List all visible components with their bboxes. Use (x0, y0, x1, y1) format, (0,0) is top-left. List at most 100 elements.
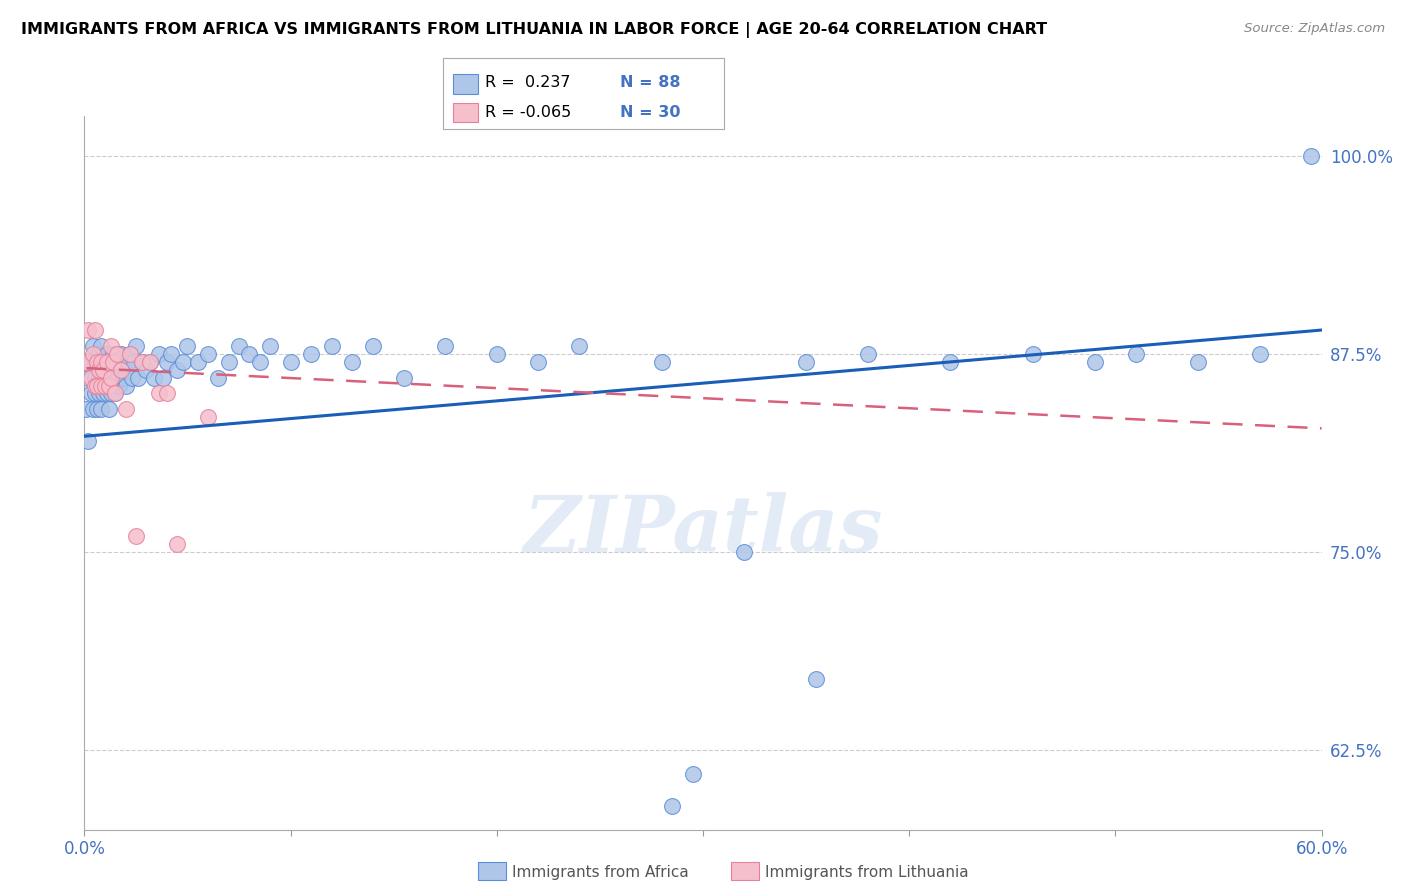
Point (90, 402, 112, 417)
Point (98, 370, 121, 384)
Point (139, 355, 162, 369)
Point (98, 378, 121, 392)
Point (152, 370, 174, 384)
Point (131, 355, 153, 369)
Point (135, 362, 157, 376)
Point (86, 378, 108, 392)
Point (1084, 355, 1107, 369)
Point (86, 402, 108, 417)
Point (100, 386, 122, 401)
Point (100, 355, 122, 369)
Point (91, 386, 114, 401)
Point (96, 355, 118, 369)
Point (87, 386, 110, 401)
Point (392, 370, 415, 384)
Point (156, 386, 179, 401)
Point (682, 767, 704, 781)
Point (98, 402, 121, 417)
Point (321, 339, 343, 353)
Point (82, 339, 104, 353)
Point (228, 339, 250, 353)
Point (806, 672, 828, 686)
Point (77, 370, 100, 384)
Point (86, 355, 108, 369)
Point (83, 355, 105, 369)
Text: Immigrants from Africa: Immigrants from Africa (512, 865, 689, 880)
Point (96, 386, 118, 401)
Point (90, 355, 112, 369)
Point (249, 355, 271, 369)
Point (148, 347, 170, 361)
Point (434, 339, 457, 353)
Point (148, 386, 170, 401)
Text: N = 30: N = 30 (620, 105, 681, 120)
Point (112, 370, 135, 384)
Point (110, 362, 132, 376)
Point (118, 347, 141, 361)
Text: R = -0.065: R = -0.065 (485, 105, 571, 120)
Point (79, 370, 101, 384)
Point (218, 355, 240, 369)
Point (197, 347, 219, 361)
Point (75, 402, 97, 417)
Point (176, 339, 198, 353)
Point (166, 537, 188, 551)
Text: N = 88: N = 88 (620, 76, 681, 90)
Point (105, 370, 128, 384)
Point (75, 355, 97, 369)
Point (104, 386, 127, 401)
Text: R =  0.237: R = 0.237 (485, 76, 571, 90)
Point (105, 347, 128, 361)
Point (1022, 347, 1045, 361)
Point (83, 378, 105, 392)
Text: Immigrants from Lithuania: Immigrants from Lithuania (765, 865, 969, 880)
Point (90, 370, 112, 384)
Point (82, 402, 104, 417)
Point (110, 362, 132, 376)
Point (77, 434, 100, 448)
Point (103, 347, 125, 361)
Point (794, 355, 817, 369)
Point (1125, 347, 1147, 361)
Point (87, 362, 110, 376)
Point (118, 347, 141, 361)
Point (361, 339, 384, 353)
Point (160, 347, 183, 361)
Point (125, 529, 148, 543)
Point (105, 347, 128, 361)
Point (125, 339, 148, 353)
Point (90, 378, 112, 392)
Point (104, 355, 127, 369)
Point (156, 355, 179, 369)
Point (77, 323, 100, 337)
Point (83, 323, 105, 337)
Point (197, 410, 219, 425)
Point (1187, 355, 1209, 369)
Point (96, 347, 118, 361)
Point (91, 362, 114, 376)
Text: Source: ZipAtlas.com: Source: ZipAtlas.com (1244, 22, 1385, 36)
Point (856, 347, 879, 361)
Point (87, 347, 110, 361)
Point (939, 355, 962, 369)
Point (172, 355, 194, 369)
Point (280, 355, 302, 369)
Text: ZIPatlas: ZIPatlas (523, 491, 883, 568)
Point (79, 355, 101, 369)
Text: IMMIGRANTS FROM AFRICA VS IMMIGRANTS FROM LITHUANIA IN LABOR FORCE | AGE 20-64 C: IMMIGRANTS FROM AFRICA VS IMMIGRANTS FRO… (21, 22, 1047, 38)
Point (110, 347, 132, 361)
Point (114, 378, 136, 392)
Point (121, 370, 143, 384)
Point (139, 355, 162, 369)
Point (485, 347, 508, 361)
Point (83, 370, 105, 384)
Point (207, 370, 229, 384)
Point (1301, 148, 1323, 162)
Point (187, 355, 209, 369)
Point (651, 355, 673, 369)
Point (86, 355, 108, 369)
Point (100, 370, 122, 384)
Point (131, 355, 153, 369)
Point (299, 347, 322, 361)
Point (90, 339, 112, 353)
